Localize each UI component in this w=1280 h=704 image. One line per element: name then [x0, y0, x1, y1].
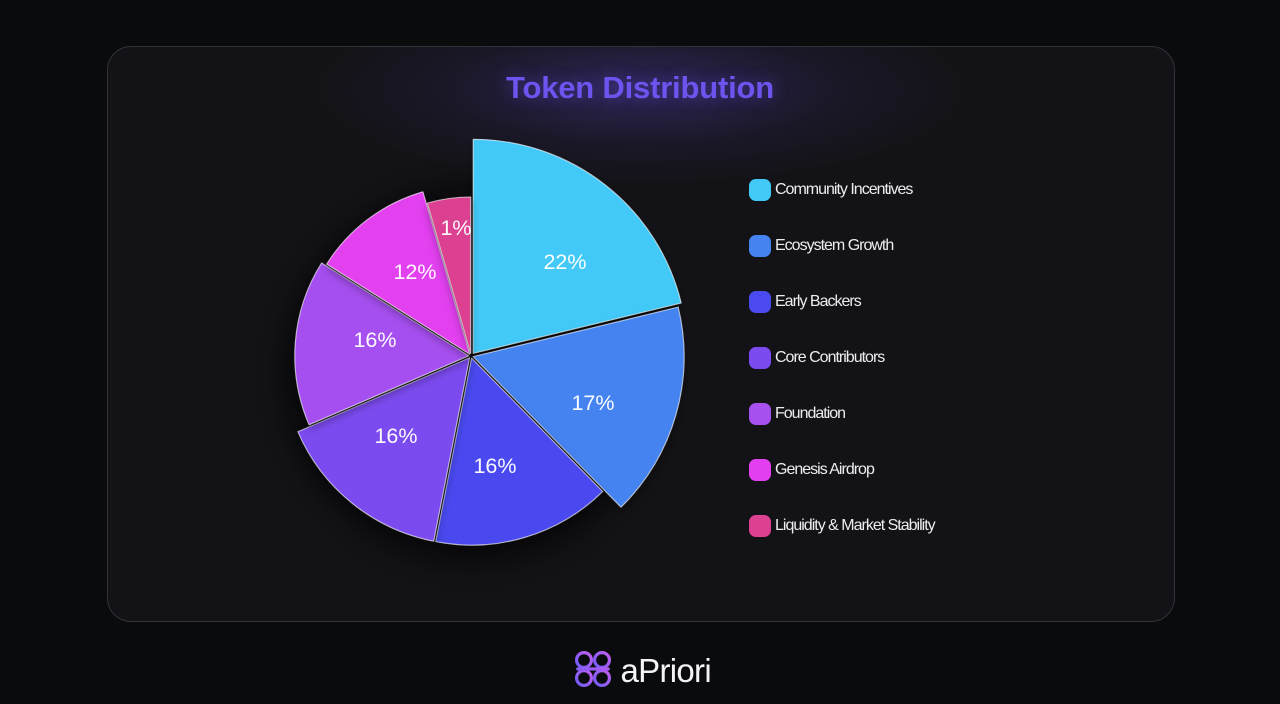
svg-text:17%: 17% [571, 391, 614, 415]
svg-text:16%: 16% [374, 424, 417, 448]
svg-text:16%: 16% [353, 328, 396, 352]
svg-text:1%: 1% [440, 216, 471, 240]
svg-text:16%: 16% [473, 454, 516, 478]
svg-text:22%: 22% [543, 250, 586, 274]
svg-text:12%: 12% [393, 260, 436, 284]
